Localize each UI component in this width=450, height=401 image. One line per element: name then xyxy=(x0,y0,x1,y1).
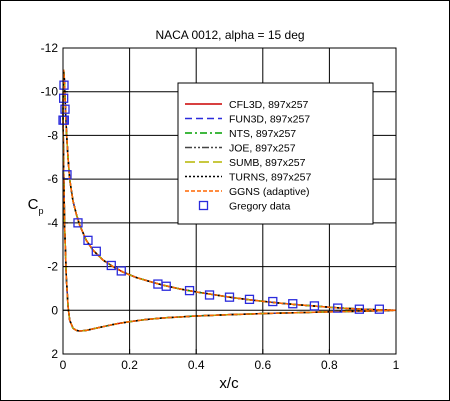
gregory-data-point xyxy=(288,299,298,309)
gregory-data-point xyxy=(59,115,69,125)
legend-label: GGNS (adaptive) xyxy=(229,186,310,198)
gregory-data-point xyxy=(161,281,171,291)
gregory-data-point xyxy=(116,266,126,276)
gregory-data-point xyxy=(354,304,365,314)
gregory-data-point xyxy=(224,292,235,302)
legend-label: NTS, 897x257 xyxy=(229,128,296,140)
gregory-data-point xyxy=(91,246,101,256)
legend: CFL3D, 897x257 FUN3D, 897x257 NTS, 897x257… xyxy=(177,82,374,225)
x-tick-label: 0 xyxy=(60,358,67,372)
x-tick-label: 0.4 xyxy=(188,358,205,372)
y-tick-label: 2 xyxy=(51,347,58,361)
gregory-data-point xyxy=(374,304,385,314)
x-tick-label: 0.2 xyxy=(121,358,138,372)
y-tick-label: -2 xyxy=(47,260,58,274)
plot-frame xyxy=(62,47,397,355)
legend-label: FUN3D, 897x257 xyxy=(229,114,310,126)
y-tick-label: -6 xyxy=(47,172,58,186)
series-line-lower xyxy=(62,113,397,332)
legend-label: TURNS, 897x257 xyxy=(229,172,311,184)
y-tick-label: -10 xyxy=(41,85,59,99)
legend-marker xyxy=(198,200,209,211)
y-tick-label: 0 xyxy=(51,303,58,317)
legend-label: SUMB, 897x257 xyxy=(229,157,306,169)
x-tick-label: 0.8 xyxy=(321,358,338,372)
y-tick-label: -8 xyxy=(47,128,58,142)
legend-box xyxy=(177,82,374,225)
gregory-data-point xyxy=(73,218,83,228)
gregory-data-point xyxy=(60,104,70,114)
legend-entries: CFL3D, 897x257 FUN3D, 897x257 NTS, 897x257… xyxy=(185,99,311,213)
x-tick-label: 1 xyxy=(393,358,400,372)
tick-layer: 0 0.2 0.4 0.6 0.8 1-12-10-8-6-4-202 xyxy=(41,41,400,372)
x-tick-label: 0.6 xyxy=(254,358,271,372)
gregory-data-point xyxy=(83,235,93,245)
y-tick-label: -12 xyxy=(41,41,59,55)
chart-title: NACA 0012, alpha = 15 deg xyxy=(155,28,304,42)
gregory-data-point xyxy=(59,80,69,90)
gregory-data-point xyxy=(309,301,320,311)
y-axis-label-subscript: p xyxy=(38,206,43,216)
gregory-data-point xyxy=(268,296,278,307)
gregory-data-point xyxy=(204,290,215,300)
gregory-data-point xyxy=(106,260,116,271)
gregory-data-point xyxy=(244,294,255,305)
legend-label: Gregory data xyxy=(229,201,290,213)
gregory-data-point xyxy=(184,285,195,296)
y-tick-label: -4 xyxy=(47,216,58,230)
gregory-data-point xyxy=(333,303,343,313)
gregory-data-point xyxy=(59,93,69,103)
y-axis-label: C xyxy=(28,196,39,213)
legend-label: CFL3D, 897x257 xyxy=(229,99,309,111)
x-axis-label: x/c xyxy=(219,375,239,392)
legend-label: JOE, 897x257 xyxy=(229,143,296,155)
series-line-lower xyxy=(62,113,397,332)
